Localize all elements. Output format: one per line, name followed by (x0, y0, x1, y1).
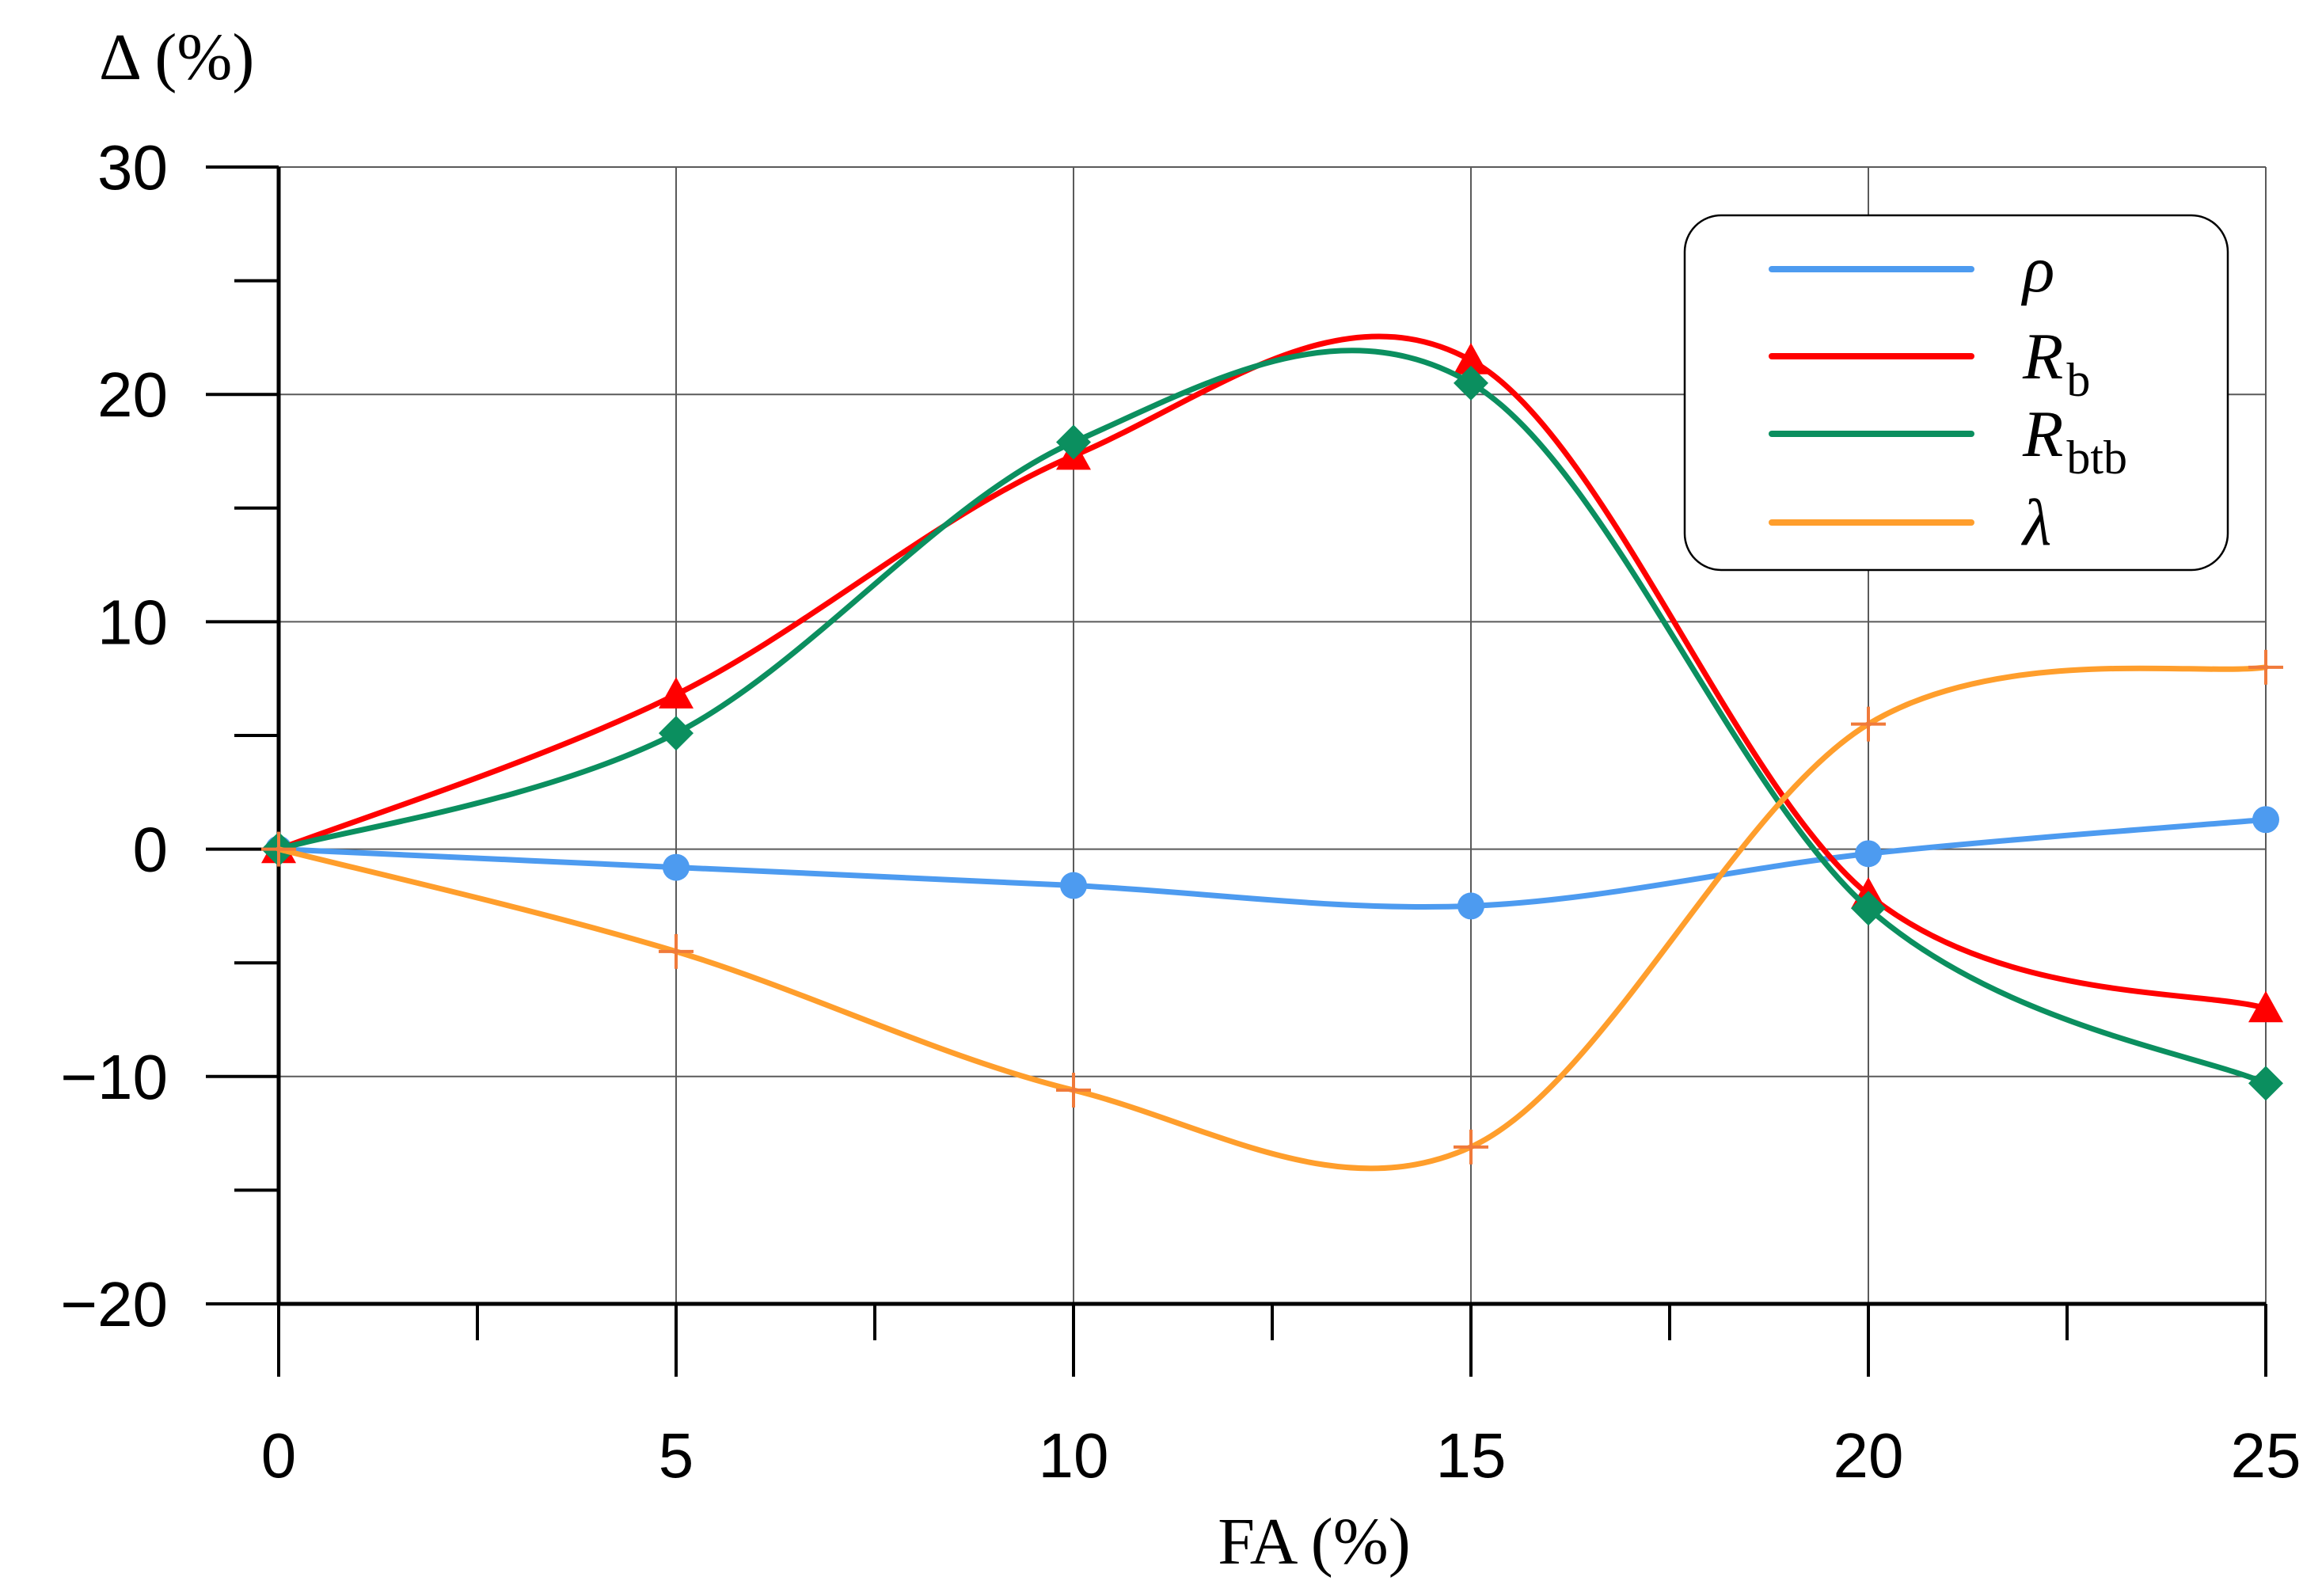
series-line-R-b (276, 333, 2269, 1012)
data-point-rho (2252, 806, 2279, 834)
data-point-lambda (659, 933, 694, 969)
series-group (261, 333, 2283, 1172)
y-tick-label: 0 (133, 815, 169, 885)
data-point-R-btb (1454, 365, 1488, 401)
y-tick-label: −20 (60, 1269, 168, 1340)
x-tick-label: 25 (2231, 1420, 2301, 1491)
data-point-lambda (1454, 1129, 1488, 1165)
data-point-rho (1457, 892, 1484, 920)
data-point-R-btb (2248, 1066, 2283, 1101)
x-tick-label: 5 (659, 1420, 694, 1491)
data-point-lambda (2248, 649, 2283, 685)
series-line-lambda (276, 664, 2269, 1172)
x-axis-label: FA (%) (1218, 1505, 1410, 1579)
data-point-R-btb (659, 716, 694, 751)
data-point-rho (1060, 872, 1087, 899)
series-line-rho (276, 816, 2269, 910)
data-point-R-btb (1056, 424, 1091, 460)
data-point-R-btb (1851, 891, 1886, 926)
x-tick-label: 0 (261, 1420, 297, 1491)
data-point-R-b (1454, 343, 1488, 374)
ticks: 30 20 10 0 −10 −20 0 5 10 15 20 25 (60, 132, 2301, 1491)
y-tick-label: 20 (97, 359, 168, 430)
x-tick-label: 10 (1039, 1420, 1109, 1491)
series-rho (265, 806, 2279, 920)
data-point-R-b (2248, 990, 2283, 1023)
y-tick-label: 30 (97, 132, 168, 203)
data-point-lambda (261, 831, 296, 867)
series-R-btb (261, 348, 2283, 1101)
legend-label-R-btb: Rbtb (2022, 397, 2127, 484)
data-point-rho (663, 853, 690, 881)
y-tick-label: −10 (60, 1042, 168, 1112)
x-tick-label: 15 (1436, 1420, 1507, 1491)
legend-label-rho: ρ (2020, 233, 2054, 306)
data-point-R-b (659, 677, 694, 709)
data-point-rho (1855, 840, 1882, 868)
data-point-lambda (1851, 706, 1886, 742)
series-lambda (261, 649, 2283, 1172)
y-tick-label: 10 (97, 587, 168, 657)
legend-box (1683, 214, 2229, 572)
legend-label-lambda: λ (2020, 486, 2051, 560)
y-axis-label: Δ (%) (99, 21, 254, 94)
x-tick-label: 20 (1834, 1420, 1904, 1491)
legend-label-R-b: Rb (2022, 320, 2090, 406)
series-line-R-btb (276, 348, 2269, 1086)
data-point-lambda (1056, 1073, 1091, 1108)
